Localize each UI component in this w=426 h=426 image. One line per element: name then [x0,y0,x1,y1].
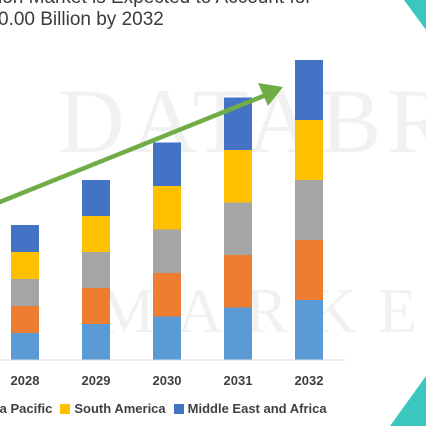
bar-segment-2030-series-2 [153,273,181,317]
x-tick-label-2029: 2029 [82,373,111,388]
legend-label: Middle East and Africa [187,401,327,416]
bar-segment-2029-series-4 [82,216,110,252]
x-tick-label-2030: 2030 [153,373,182,388]
chart-title-line-2: 0.00 Billion by 2032 [0,9,164,30]
bar-segment-2029-series-1 [82,324,110,360]
bar-segment-2030-series-4 [153,186,181,230]
bar-segment-2028-series-4 [11,252,39,279]
bar-segment-2032-series-1 [295,300,323,360]
trend-arrow-head [258,83,283,106]
bar-segment-2031-series-2 [224,255,252,308]
bar-segment-2028-series-3 [11,279,39,306]
legend-swatch [60,403,71,414]
chart-legend: ia Pacific South America Middle East and A… [0,401,335,416]
bar-segment-2031-series-1 [224,307,252,360]
bar-segment-2032-series-5 [295,60,323,120]
bar-segment-2030-series-3 [153,229,181,273]
bar-segment-2030-series-5 [153,142,181,186]
bar-segment-2029-series-5 [82,180,110,216]
bar-segment-2029-series-3 [82,252,110,288]
bar-segment-2032-series-4 [295,120,323,180]
bar-segment-2028-series-2 [11,306,39,333]
stacked-bar-chart: 2028 2029 2030 2031 2032 [0,60,345,388]
teal-triangle-top [404,0,426,30]
bar-segment-2032-series-3 [295,180,323,240]
chart-title-line-1: ion Market is Expected to Account for [0,0,312,9]
corner-decoration-bottom [390,376,426,426]
x-tick-label-2028: 2028 [11,373,40,388]
trend-arrow [0,83,283,205]
bar-segment-2031-series-4 [224,150,252,203]
legend-swatch [173,403,184,414]
bar-segment-2032-series-2 [295,240,323,300]
legend-item: ia Pacific [0,401,52,416]
bar-segment-2030-series-1 [153,316,181,360]
teal-triangle-bottom [390,376,426,426]
bar-segment-2031-series-3 [224,202,252,255]
x-tick-label-2032: 2032 [295,373,324,388]
bar-group [11,60,323,360]
legend-label: ia Pacific [0,401,53,416]
legend-item: South America [60,401,166,416]
bar-segment-2029-series-2 [82,288,110,324]
x-tick-label-2031: 2031 [224,373,253,388]
legend-label: South America [74,401,166,416]
x-axis-tick-labels: 2028 2029 2030 2031 2032 [11,373,324,388]
corner-decoration-top [404,0,426,30]
bar-segment-2028-series-5 [11,225,39,252]
legend-item: Middle East and Africa [173,401,327,416]
bar-segment-2028-series-1 [11,333,39,360]
trend-arrow-shaft [0,92,267,205]
